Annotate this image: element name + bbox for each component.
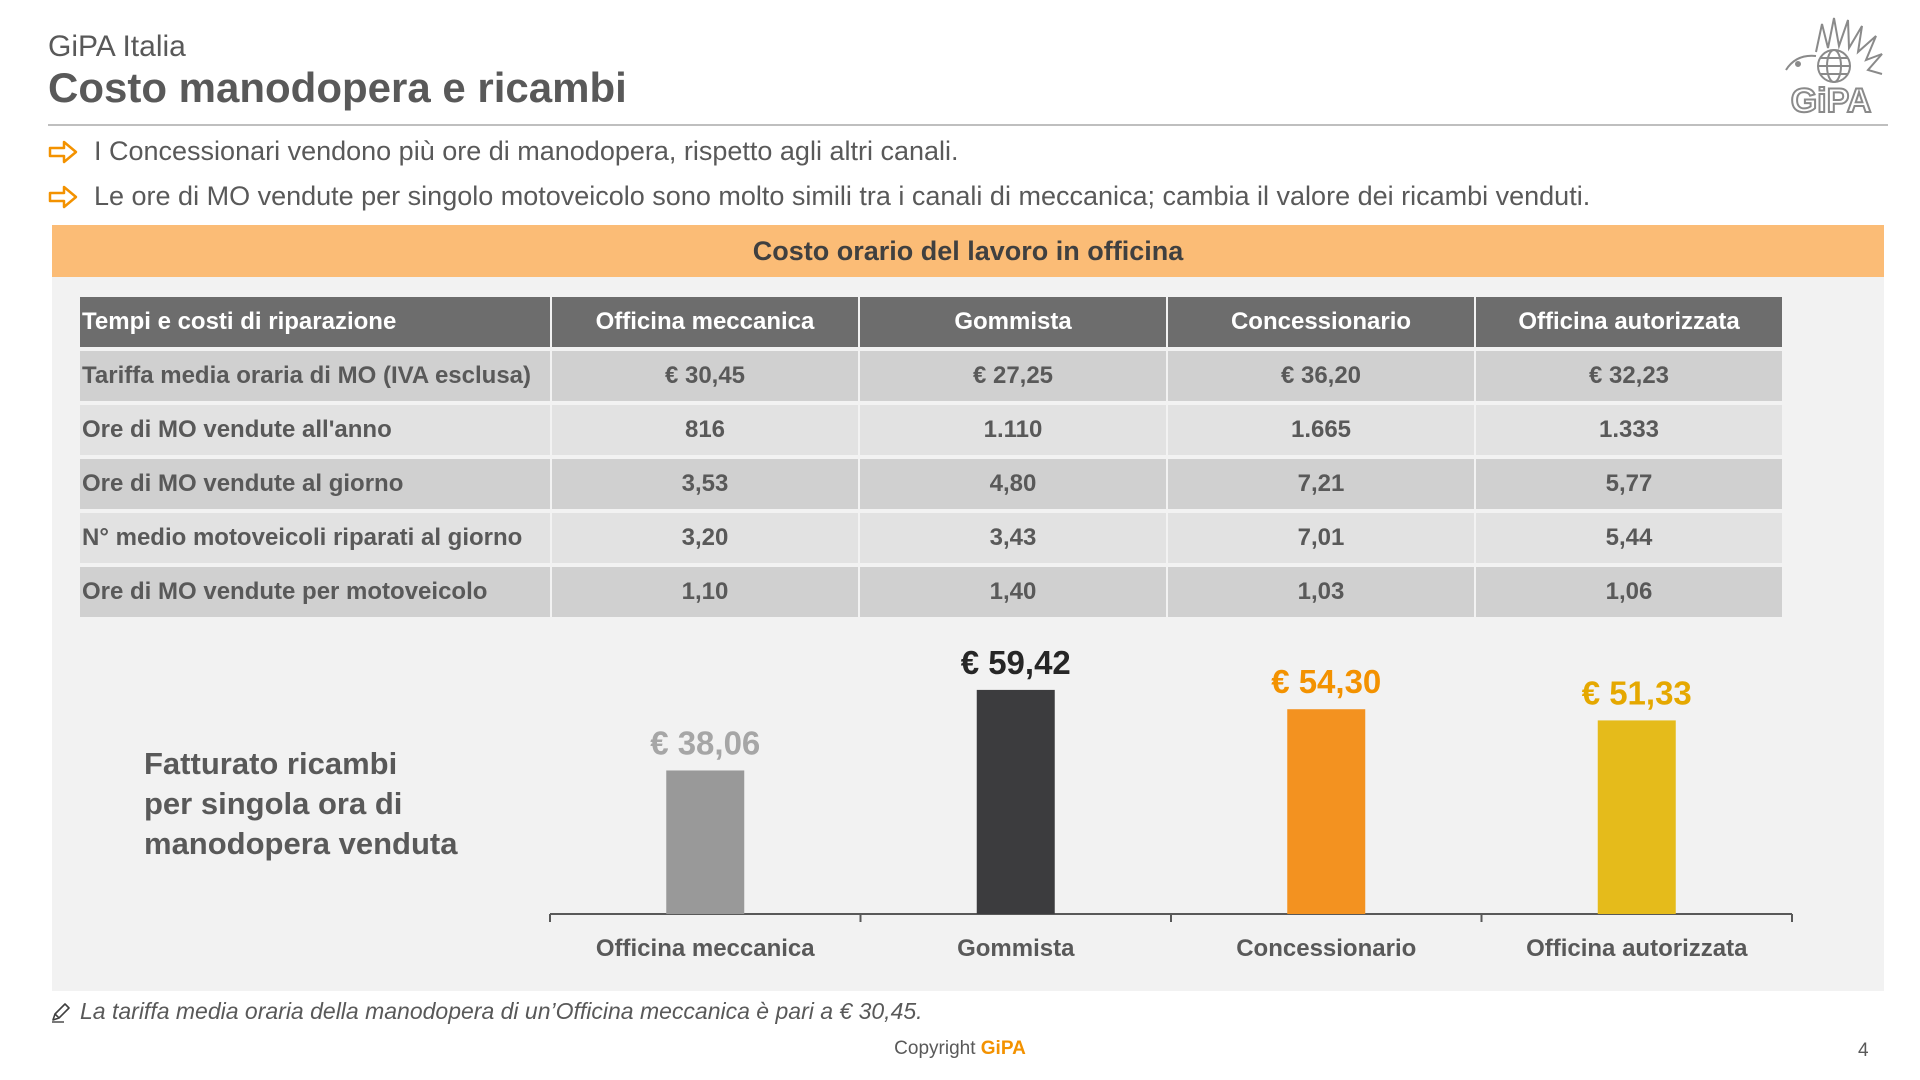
arrow-right-icon	[48, 185, 78, 208]
table-row: Ore di MO vendute per motoveicolo 1,10 1…	[80, 567, 1782, 617]
footnote: La tariffa media oraria della manodopera…	[50, 998, 923, 1025]
table-cell: € 27,25	[860, 351, 1166, 401]
copyright-brand: GiPA	[980, 1038, 1026, 1059]
pencil-icon	[52, 1002, 70, 1023]
table-cell: 3,20	[552, 513, 858, 563]
table-header-cell: Concessionario	[1168, 297, 1474, 347]
chart-title-line: per singola ora di	[144, 786, 403, 821]
bullet-1-text: I Concessionari vendono più ore di manod…	[94, 136, 959, 166]
table-cell: € 32,23	[1476, 351, 1782, 401]
table-cell: 1.665	[1168, 405, 1474, 455]
page-number: 4	[1858, 1040, 1869, 1061]
table-header-cell: Gommista	[860, 297, 1166, 347]
table-header-cell: Officina meccanica	[552, 297, 858, 347]
title-divider	[48, 124, 1888, 126]
table-cell: 7,01	[1168, 513, 1474, 563]
bullet-2: Le ore di MO vendute per singolo motovei…	[48, 181, 1590, 212]
arrow-right-icon	[48, 140, 78, 163]
table-cell: 1,10	[552, 567, 858, 617]
row-label: N° medio motoveicoli riparati al giorno	[80, 513, 550, 563]
company-name: GiPA Italia	[48, 30, 186, 63]
bullet-2-text: Le ore di MO vendute per singolo motovei…	[94, 181, 1591, 211]
table-cell: 3,53	[552, 459, 858, 509]
table-header-cell: Tempi e costi di riparazione	[80, 297, 550, 347]
table-cell: 1,03	[1168, 567, 1474, 617]
table-row: N° medio motoveicoli riparati al giorno …	[80, 513, 1782, 563]
table-row: Ore di MO vendute all'anno 816 1.110 1.6…	[80, 405, 1782, 455]
repair-costs-table: Tempi e costi di riparazione Officina me…	[78, 293, 1784, 621]
row-label: Ore di MO vendute per motoveicolo	[80, 567, 550, 617]
table-header-cell: Officina autorizzata	[1476, 297, 1782, 347]
row-label: Tariffa media oraria di MO (IVA esclusa)	[80, 351, 550, 401]
table-cell: 1.110	[860, 405, 1166, 455]
table-header-row: Tempi e costi di riparazione Officina me…	[80, 297, 1782, 347]
page-title: Costo manodopera e ricambi	[48, 64, 627, 111]
table-cell: 816	[552, 405, 858, 455]
panel-title: Costo orario del lavoro in officina	[52, 225, 1884, 277]
table-row: Ore di MO vendute al giorno 3,53 4,80 7,…	[80, 459, 1782, 509]
logo-text: GiPA	[1791, 82, 1872, 118]
table-cell: 1.333	[1476, 405, 1782, 455]
gipa-logo: GiPA	[1785, 17, 1883, 118]
table-cell: 1,06	[1476, 567, 1782, 617]
table-cell: 5,44	[1476, 513, 1782, 563]
table-cell: 5,77	[1476, 459, 1782, 509]
table-cell: € 36,20	[1168, 351, 1474, 401]
table-cell: 3,43	[860, 513, 1166, 563]
chart-title-line: Fatturato ricambi	[144, 746, 398, 781]
row-label: Ore di MO vendute al giorno	[80, 459, 550, 509]
table-row: Tariffa media oraria di MO (IVA esclusa)…	[80, 351, 1782, 401]
copyright: Copyright GiPA	[0, 1038, 1920, 1060]
table-cell: 4,80	[860, 459, 1166, 509]
bullet-1: I Concessionari vendono più ore di manod…	[48, 136, 959, 167]
table-cell: 7,21	[1168, 459, 1474, 509]
footnote-text: La tariffa media oraria della manodopera…	[80, 998, 923, 1024]
chart-title: Fatturato ricambi per singola ora di man…	[144, 744, 504, 864]
table-cell: € 30,45	[552, 351, 858, 401]
copyright-prefix: Copyright	[894, 1038, 976, 1059]
chart-title-line: manodopera venduta	[144, 826, 458, 861]
table-cell: 1,40	[860, 567, 1166, 617]
row-label: Ore di MO vendute all'anno	[80, 405, 550, 455]
